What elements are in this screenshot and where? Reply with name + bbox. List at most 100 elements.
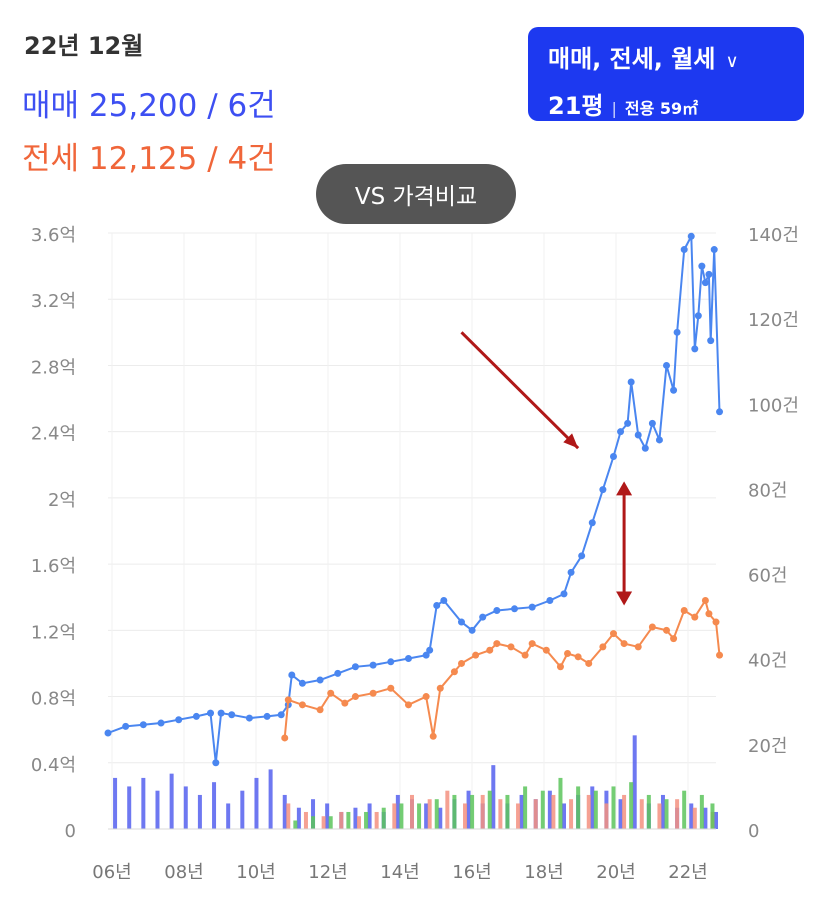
volume_rent-bar (392, 803, 397, 829)
rent-point (298, 701, 306, 709)
volume_monthly-bar (381, 807, 386, 829)
rent-point (493, 640, 501, 648)
volume_rent-bar (303, 811, 308, 829)
sale-point (599, 486, 607, 494)
volume_monthly-bar (487, 790, 492, 829)
volume_monthly-bar (646, 794, 651, 829)
x-tick-label: 08년 (164, 862, 203, 883)
sale-point (578, 552, 586, 560)
volume_sale-bar (155, 790, 160, 829)
volume_sale-bar (590, 786, 595, 829)
rent-point (599, 643, 607, 651)
rent-point (327, 689, 335, 697)
axis-layer: 0 0.4억 0.8억 1.2억 1.6억 2억 2.4억 2.8억 3.2억 3.6억 0 20건 4… (31, 225, 799, 883)
sale-point (624, 419, 632, 427)
volume_rent-bar (516, 803, 521, 829)
area-label: 전용 59㎡ (624, 99, 699, 118)
volume_rent-bar (604, 803, 609, 829)
y-left-tick-label: 1.2억 (31, 622, 76, 643)
volume_sale-bar (325, 803, 330, 829)
y-left-tick-label: 2억 (48, 490, 76, 511)
volume_monthly-bar (664, 799, 669, 829)
volume_monthly-bar (470, 794, 475, 829)
vs-price-compare-button[interactable]: VS 가격비교 (316, 164, 516, 224)
volume_sale-bar (424, 803, 429, 829)
volume_monthly-bar (611, 786, 616, 829)
sale-point (104, 729, 112, 737)
sale-point (707, 337, 715, 345)
sale-point (694, 312, 702, 320)
volume_sale-bar (127, 786, 132, 829)
volume_rent-bar (410, 794, 414, 829)
sale-point (641, 444, 649, 452)
sale-point (457, 618, 465, 626)
rent-point (705, 610, 713, 618)
rent-point (556, 663, 564, 671)
y-left-tick-label: 3.2억 (31, 291, 76, 312)
sale-point (663, 361, 671, 369)
sale-point (691, 345, 699, 353)
x-tick-label: 16년 (452, 862, 491, 883)
sale-point (560, 590, 568, 598)
volume_sale-bar (311, 799, 316, 829)
price-lines-layer (104, 232, 724, 767)
deal-type-filter-dropdown[interactable]: 매매, 전세, 월세 ∨ 21평 | 전용 59㎡ (528, 27, 804, 121)
y-right-tick-label: 40건 (748, 651, 787, 672)
rent-point (620, 640, 628, 648)
sale-point (567, 568, 575, 576)
volume_sale-bar (197, 794, 202, 829)
rent-point (341, 699, 349, 707)
volume_sale-bar (547, 790, 552, 829)
sale-point (157, 719, 165, 727)
volume_monthly-bar (434, 799, 439, 829)
volume_rent-bar (692, 807, 697, 829)
volume_sale-bar (491, 765, 496, 829)
volume_monthly-bar (593, 790, 598, 829)
volume_rent-bar (463, 803, 468, 829)
rent-point (521, 651, 529, 659)
volume_rent-bar (356, 816, 361, 829)
volume_sale-bar (113, 777, 118, 829)
volume_sale-bar (240, 790, 245, 829)
sale-point (670, 386, 678, 394)
rent-point (701, 597, 709, 605)
volume_monthly-bar (346, 811, 351, 829)
volume_sale-bar (714, 811, 718, 829)
rent-point (422, 693, 430, 701)
x-tick-label: 22년 (668, 862, 707, 883)
sale-point (122, 722, 130, 730)
volume_rent-bar (586, 794, 591, 829)
volume-bars-layer (113, 735, 718, 829)
pyeong-label: 21평 (548, 92, 604, 120)
volume_monthly-bar (523, 786, 528, 829)
rent-point (691, 613, 699, 621)
y-left-tick-label: 2.4억 (31, 424, 76, 445)
sale-price-summary: 매매 25,200 / 6건 (22, 88, 276, 124)
deal-types-label: 매매, 전세, 월세 (548, 45, 716, 73)
rent-point (663, 626, 671, 634)
volume_sale-bar (268, 769, 273, 829)
sale-point (609, 453, 617, 460)
rent-point (574, 653, 582, 661)
annotation-layer (460, 331, 633, 606)
rent-point (316, 706, 324, 714)
sale-point (369, 661, 377, 669)
sale-point (422, 651, 430, 659)
sale-point (351, 663, 359, 671)
sale-point (479, 613, 487, 621)
sale-point (440, 597, 448, 605)
volume_rent-bar (480, 794, 485, 829)
rent-point (585, 659, 593, 667)
sale-point (192, 712, 200, 720)
volume_sale-bar (395, 794, 400, 829)
y-left-tick-label: 1.6억 (31, 556, 76, 577)
y-right-tick-label: 20건 (748, 736, 787, 757)
sale-point (546, 597, 554, 605)
sale-point (228, 711, 236, 719)
sale-point (627, 378, 635, 386)
rent-point (387, 684, 395, 692)
sale-point (528, 603, 536, 611)
volume_monthly-bar (417, 803, 422, 829)
sale-point (648, 419, 656, 427)
